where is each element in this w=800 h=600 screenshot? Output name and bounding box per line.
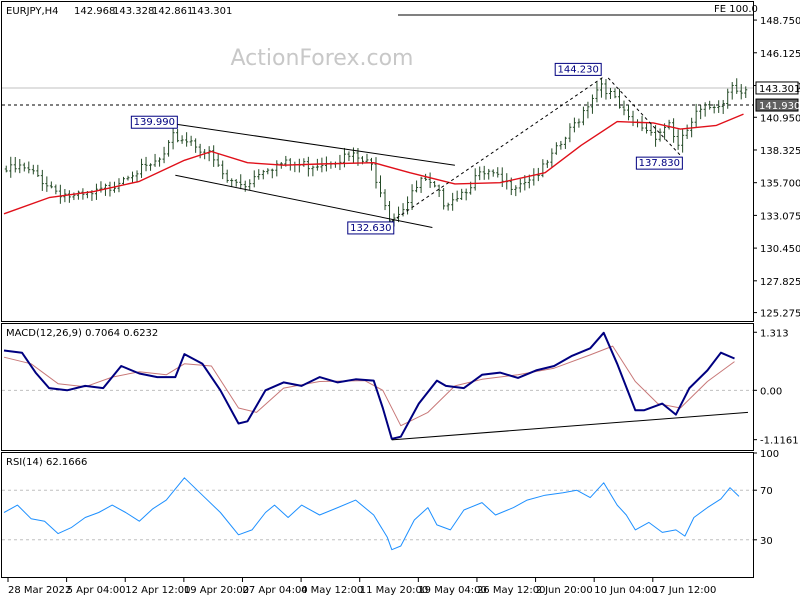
- macd-signal-line: [3, 345, 735, 427]
- rsi-axis-label: 70: [760, 486, 773, 497]
- rsi-label: RSI(14) 62.1666: [6, 457, 87, 468]
- rsi-line: [3, 477, 740, 551]
- ohlc-high: 143.328: [113, 6, 154, 17]
- price-trendline: [391, 76, 604, 222]
- annotation-box: [130, 115, 178, 129]
- annotation-box: [554, 62, 602, 76]
- support-value: 141.930: [759, 101, 800, 112]
- time-axis-label: 4 May 12:00: [301, 585, 363, 596]
- time-axis-label: 26 May 12:00: [477, 585, 546, 596]
- price-axis-label: 135.700: [760, 179, 800, 190]
- last-price-badge: [755, 81, 799, 95]
- rsi-panel: [1, 452, 754, 578]
- time-axis-label: 19 Apr 20:00: [184, 585, 249, 596]
- time-axis-label: 5 Apr 04:00: [67, 585, 126, 596]
- fib-label: FE 100.0: [714, 4, 758, 15]
- ohlc-low: 142.861: [152, 6, 193, 17]
- price-axis-label: 130.450: [760, 244, 800, 255]
- price-layer: 139.990 132.630 144.230 137.830: [2, 62, 753, 235]
- macd-line: [3, 331, 735, 440]
- time-axis-label: 12 Apr 12:00: [125, 585, 190, 596]
- price-axis-label: 133.075: [760, 211, 800, 222]
- price-axis-label: 140.950: [760, 113, 800, 124]
- price-trendline: [175, 123, 455, 166]
- time-axis-label: 19 May 04:00: [418, 585, 487, 596]
- price-panel: [1, 1, 754, 322]
- time-axis-label: 27 Apr 04:00: [242, 585, 307, 596]
- price-axis-label: 146.125: [760, 49, 800, 60]
- rsi-axis-label: 100: [760, 449, 779, 460]
- annotation-label: 144.230: [558, 64, 599, 75]
- axis-layer: 148.750146.125143.500140.950138.325135.7…: [7, 16, 800, 596]
- time-axis-label: 2 Jun 20:00: [536, 585, 593, 596]
- support-badge: [755, 98, 799, 112]
- time-axis-label: 28 Mar 2022: [8, 585, 71, 596]
- price-axis-label: 125.275: [760, 309, 800, 320]
- price-axis-label: 138.325: [760, 146, 800, 157]
- macd-axis-label: 1.313: [760, 328, 789, 339]
- annotation-label: 139.990: [134, 117, 175, 128]
- moving-average-line: [3, 113, 744, 215]
- annotation-box: [635, 156, 683, 170]
- rsi-layer: [2, 477, 753, 551]
- last-price-value: 143.301: [759, 84, 800, 95]
- price-axis-label: 148.750: [760, 16, 800, 27]
- macd-layer: [2, 331, 753, 441]
- price-trendline: [175, 174, 433, 229]
- annotation-label: 132.630: [350, 223, 391, 234]
- macd-label: MACD(12,26,9) 0.7064 0.6232: [6, 328, 158, 339]
- watermark: ActionForex.com: [231, 46, 414, 71]
- time-axis-label: 17 Jun 12:00: [653, 585, 717, 596]
- rsi-axis-label: 30: [760, 536, 773, 547]
- price-axis-label: 127.825: [760, 277, 800, 288]
- macd-axis-label: 0.00: [760, 386, 782, 397]
- macd-trendline: [391, 411, 749, 441]
- symbol-label: EURJPY,H4: [6, 6, 59, 17]
- time-axis-label: 10 Jun 04:00: [594, 585, 658, 596]
- ohlc-open: 142.968: [74, 6, 115, 17]
- macd-axis-label: -1.1161: [760, 436, 799, 447]
- ohlc-close: 143.301: [191, 6, 232, 17]
- time-axis-label: 11 May 20:00: [360, 585, 429, 596]
- annotation-box: [347, 221, 395, 235]
- annotation-label: 137.830: [639, 158, 680, 169]
